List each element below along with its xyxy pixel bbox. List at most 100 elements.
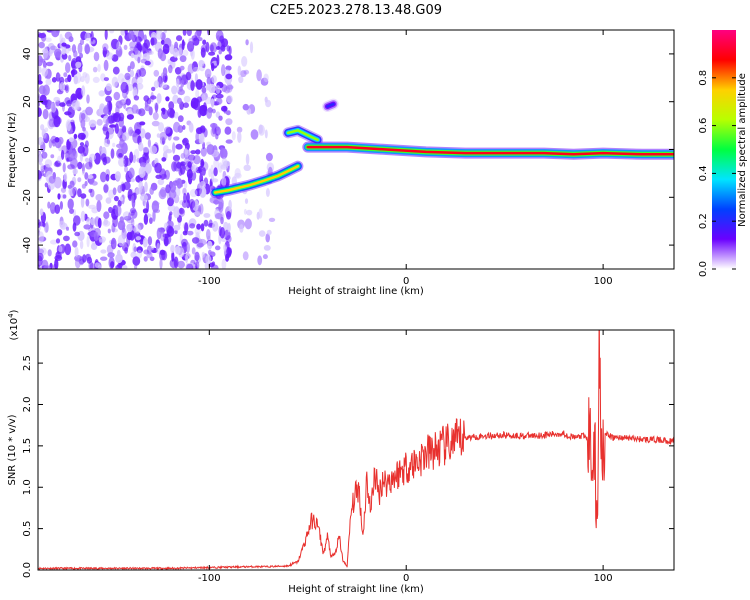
noise-speckle xyxy=(265,188,270,197)
noise-speckle xyxy=(80,193,87,199)
noise-speckle xyxy=(113,195,119,202)
noise-speckle xyxy=(168,101,175,111)
noise-speckle xyxy=(66,226,69,231)
noise-speckle xyxy=(205,41,210,53)
noise-speckle xyxy=(117,185,123,194)
noise-speckle xyxy=(38,107,42,117)
noise-speckle xyxy=(86,94,90,104)
noise-speckle xyxy=(55,72,61,82)
noise-speckle xyxy=(131,195,135,203)
noise-speckle xyxy=(126,231,133,241)
noise-speckle xyxy=(125,98,131,106)
noise-speckle xyxy=(177,97,182,105)
noise-speckle xyxy=(165,149,173,154)
noise-speckle xyxy=(237,65,242,76)
y-tick-label: 1.5 xyxy=(22,438,33,454)
noise-speckle xyxy=(107,228,111,234)
noise-speckle xyxy=(54,204,61,214)
noise-speckle xyxy=(228,199,232,211)
noise-speckle xyxy=(163,236,169,247)
noise-speckle xyxy=(42,46,49,59)
noise-speckle xyxy=(100,249,107,254)
noise-speckle xyxy=(143,213,149,225)
noise-speckle xyxy=(165,96,170,102)
noise-speckle xyxy=(190,80,195,92)
noise-speckle xyxy=(121,265,128,269)
noise-speckle xyxy=(108,101,112,112)
noise-speckle xyxy=(183,102,189,108)
noise-speckle xyxy=(128,167,135,179)
noise-speckle xyxy=(80,210,86,222)
noise-speckle xyxy=(94,262,100,268)
noise-speckle xyxy=(163,30,167,34)
noise-speckle xyxy=(221,176,227,187)
noise-speckle xyxy=(110,261,115,269)
noise-speckle xyxy=(86,235,90,248)
noise-speckle xyxy=(187,63,195,74)
noise-speckle xyxy=(72,121,75,132)
noise-speckle xyxy=(156,227,162,240)
noise-speckle xyxy=(61,42,67,47)
noise-speckle xyxy=(175,143,183,150)
noise-speckle xyxy=(122,132,130,141)
noise-speckle xyxy=(96,200,102,213)
noise-speckle xyxy=(153,69,160,77)
noise-speckle xyxy=(65,85,69,92)
noise-speckle xyxy=(214,212,223,220)
noise-speckle xyxy=(151,200,160,213)
noise-speckle xyxy=(176,35,183,42)
y-tick-label: 0.0 xyxy=(22,562,33,578)
noise-speckle xyxy=(137,249,143,259)
snr-panel: -100 0 100 0.0 0.5 1.0 1.5 2.0 2.5 Height of str… xyxy=(7,309,675,595)
noise-speckle xyxy=(75,87,84,99)
noise-speckle xyxy=(111,76,119,88)
noise-speckle xyxy=(181,39,185,51)
noise-speckle xyxy=(130,207,137,214)
noise-speckle xyxy=(61,53,68,60)
x-tick-label: -100 xyxy=(198,276,221,287)
noise-speckle xyxy=(208,219,213,227)
noise-speckle xyxy=(79,142,85,147)
noise-speckle xyxy=(210,44,214,52)
noise-speckle xyxy=(186,263,194,269)
noise-speckle xyxy=(54,137,60,143)
noise-speckle xyxy=(54,48,62,58)
noise-speckle xyxy=(77,188,82,198)
x-tick-label: -100 xyxy=(198,573,221,584)
noise-speckle xyxy=(140,193,148,202)
noise-speckle xyxy=(234,172,242,179)
noise-speckle xyxy=(186,230,194,236)
noise-speckle xyxy=(46,61,54,67)
noise-speckle xyxy=(98,90,106,97)
noise-speckle xyxy=(225,65,232,71)
noise-speckle xyxy=(122,125,127,133)
noise-speckle xyxy=(138,67,147,77)
noise-speckle xyxy=(183,192,187,204)
noise-speckle xyxy=(64,77,69,83)
noise-speckle xyxy=(211,261,216,267)
noise-speckle xyxy=(171,161,177,172)
noise-speckle xyxy=(89,188,95,198)
noise-speckle xyxy=(165,184,171,194)
noise-speckle xyxy=(126,223,133,233)
noise-speckle xyxy=(59,102,66,107)
noise-speckle xyxy=(226,235,232,243)
noise-speckle xyxy=(209,42,218,54)
noise-speckle xyxy=(106,139,110,145)
noise-speckle xyxy=(66,121,72,132)
noise-speckle xyxy=(173,206,180,219)
noise-speckle xyxy=(38,154,43,166)
noise-speckle xyxy=(59,33,63,44)
noise-speckle xyxy=(204,68,212,79)
noise-speckle xyxy=(234,168,241,178)
noise-speckle xyxy=(105,173,110,182)
noise-speckle xyxy=(257,255,263,266)
noise-speckle xyxy=(55,30,60,34)
noise-speckle xyxy=(184,222,189,234)
noise-speckle xyxy=(48,175,56,184)
noise-speckle xyxy=(226,95,233,104)
noise-speckle xyxy=(174,111,179,119)
noise-speckle xyxy=(159,83,168,89)
noise-speckle xyxy=(210,164,214,175)
noise-speckle xyxy=(225,73,233,80)
